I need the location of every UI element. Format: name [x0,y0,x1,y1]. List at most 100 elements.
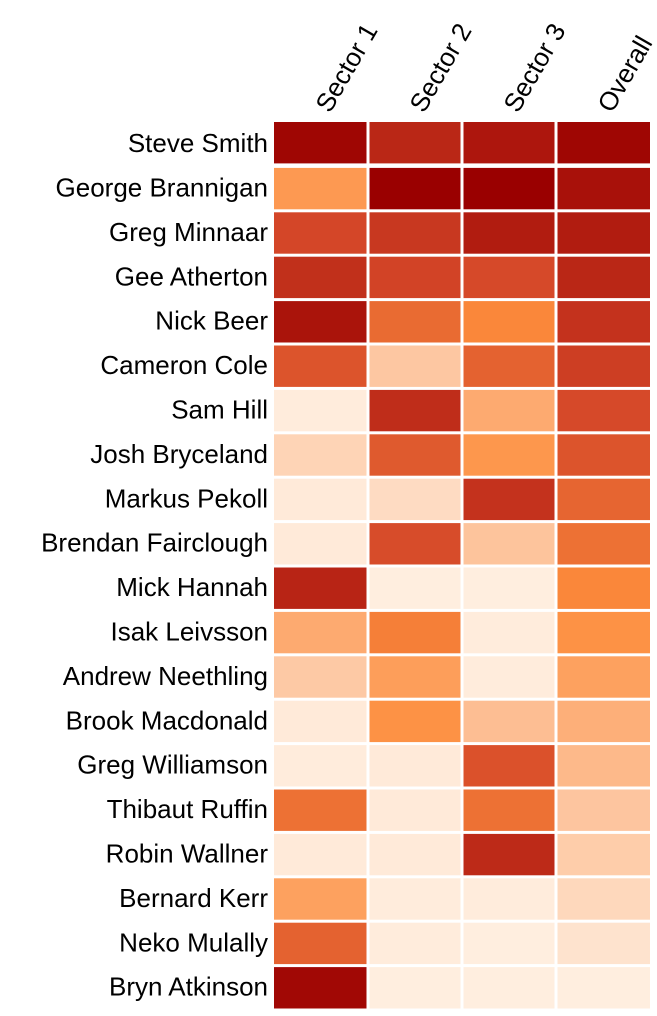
row-label-george-brannigan: George Brannigan [56,172,268,202]
cell-cameron-cole-overall [557,345,650,387]
cell-greg-williamson-overall [557,745,650,787]
row-label-markus-pekoll: Markus Pekoll [105,483,268,513]
cell-neko-mulally-sector-3 [463,922,555,965]
cell-brook-macdonald-sector-1 [274,700,367,743]
cell-nick-beer-sector-2 [369,301,461,343]
row-label-josh-bryceland: Josh Bryceland [90,439,268,469]
cell-robin-wallner-sector-3 [463,833,555,876]
cell-brendan-fairclough-sector-2 [369,523,461,565]
cell-greg-minnaar-sector-2 [369,212,461,254]
row-label-andrew-neethling: Andrew Neethling [63,661,268,691]
cell-andrew-neethling-sector-3 [463,656,555,698]
cell-mick-hannah-sector-2 [369,567,461,609]
cell-brook-macdonald-overall [557,700,650,743]
cell-thibaut-ruffin-sector-2 [369,789,461,831]
cell-brendan-fairclough-sector-3 [463,523,555,565]
cell-robin-wallner-sector-2 [369,833,461,876]
row-label-greg-minnaar: Greg Minnaar [109,217,268,247]
row-label-cameron-cole: Cameron Cole [100,350,268,380]
cell-neko-mulally-overall [557,922,650,965]
cell-steve-smith-sector-1 [274,122,367,164]
row-label-steve-smith: Steve Smith [128,128,268,158]
cell-brendan-fairclough-sector-1 [274,523,367,565]
cell-markus-pekoll-sector-3 [463,478,555,521]
cell-nick-beer-sector-1 [274,301,367,343]
cell-isak-leivsson-sector-3 [463,611,555,654]
cell-andrew-neethling-sector-2 [369,656,461,698]
cell-george-brannigan-sector-3 [463,167,555,210]
cell-josh-bryceland-sector-1 [274,434,367,476]
column-labels: Sector 1 Sector 2 Sector 3 Overall [309,18,657,117]
row-label-robin-wallner: Robin Wallner [106,838,269,868]
cell-thibaut-ruffin-sector-1 [274,789,367,831]
cell-george-brannigan-sector-2 [369,167,461,210]
cell-robin-wallner-overall [557,833,650,876]
cell-cameron-cole-sector-3 [463,345,555,387]
cell-bryn-atkinson-overall [557,967,650,1009]
cell-josh-bryceland-overall [557,434,650,476]
row-label-thibaut-ruffin: Thibaut Ruffin [107,794,268,824]
cell-greg-williamson-sector-2 [369,745,461,787]
cell-mick-hannah-sector-3 [463,567,555,609]
cell-sam-hill-sector-1 [274,389,367,432]
row-label-sam-hill: Sam Hill [171,394,268,424]
cell-isak-leivsson-sector-2 [369,611,461,654]
cell-neko-mulally-sector-1 [274,922,367,965]
cell-markus-pekoll-overall [557,478,650,521]
cell-gee-atherton-overall [557,256,650,299]
cell-steve-smith-overall [557,122,650,164]
row-label-bryn-atkinson: Bryn Atkinson [109,972,268,1002]
row-label-isak-leivsson: Isak Leivsson [110,616,268,646]
column-label-sector-1: Sector 1 [309,18,383,117]
row-label-bernard-kerr: Bernard Kerr [119,883,268,913]
cell-greg-minnaar-overall [557,212,650,254]
row-label-greg-williamson: Greg Williamson [77,750,268,780]
row-label-nick-beer: Nick Beer [155,306,268,336]
cell-greg-minnaar-sector-1 [274,212,367,254]
cell-bernard-kerr-sector-1 [274,878,367,920]
cell-steve-smith-sector-2 [369,122,461,164]
cell-gee-atherton-sector-3 [463,256,555,299]
row-label-gee-atherton: Gee Atherton [115,261,268,291]
cell-nick-beer-overall [557,301,650,343]
cell-josh-bryceland-sector-3 [463,434,555,476]
cell-thibaut-ruffin-overall [557,789,650,831]
row-label-mick-hannah: Mick Hannah [116,572,268,602]
cell-bernard-kerr-overall [557,878,650,920]
cell-cameron-cole-sector-1 [274,345,367,387]
cell-neko-mulally-sector-2 [369,922,461,965]
row-label-brook-macdonald: Brook Macdonald [66,705,268,735]
cell-greg-williamson-sector-3 [463,745,555,787]
cell-mick-hannah-overall [557,567,650,609]
heatmap-cells [274,122,650,1009]
cell-mick-hannah-sector-1 [274,567,367,609]
cell-bernard-kerr-sector-2 [369,878,461,920]
column-label-overall: Overall [591,31,657,117]
cell-isak-leivsson-overall [557,611,650,654]
row-label-brendan-fairclough: Brendan Fairclough [41,528,268,558]
cell-isak-leivsson-sector-1 [274,611,367,654]
cell-bernard-kerr-sector-3 [463,878,555,920]
cell-sam-hill-overall [557,389,650,432]
row-labels: Steve Smith George Brannigan Greg Minnaar G… [41,128,268,1002]
column-label-sector-3: Sector 3 [497,18,571,117]
cell-markus-pekoll-sector-1 [274,478,367,521]
cell-brendan-fairclough-overall [557,523,650,565]
cell-brook-macdonald-sector-3 [463,700,555,743]
cell-thibaut-ruffin-sector-3 [463,789,555,831]
cell-josh-bryceland-sector-2 [369,434,461,476]
cell-bryn-atkinson-sector-2 [369,967,461,1009]
cell-greg-minnaar-sector-3 [463,212,555,254]
cell-greg-williamson-sector-1 [274,745,367,787]
cell-sam-hill-sector-2 [369,389,461,432]
cell-sam-hill-sector-3 [463,389,555,432]
cell-george-brannigan-overall [557,167,650,210]
cell-nick-beer-sector-3 [463,301,555,343]
cell-gee-atherton-sector-1 [274,256,367,299]
cell-george-brannigan-sector-1 [274,167,367,210]
row-label-neko-mulally: Neko Mulally [119,927,268,957]
cell-gee-atherton-sector-2 [369,256,461,299]
cell-cameron-cole-sector-2 [369,345,461,387]
cell-andrew-neethling-overall [557,656,650,698]
cell-brook-macdonald-sector-2 [369,700,461,743]
